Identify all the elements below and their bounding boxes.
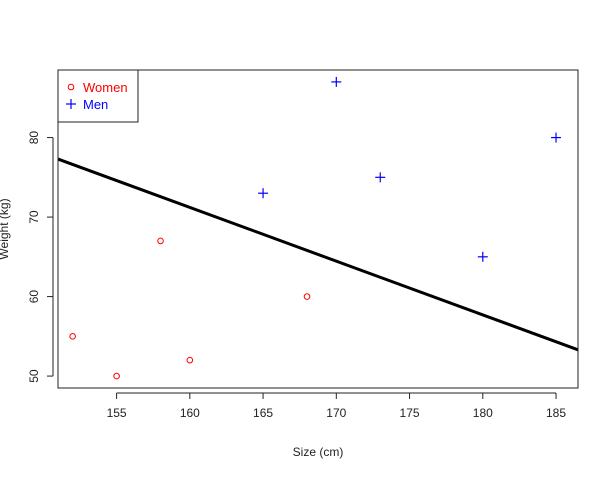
legend: Women Men — [57, 69, 139, 123]
y-tick-label: 50 — [27, 369, 41, 383]
y-tick-label: 60 — [27, 290, 41, 304]
men-point — [375, 172, 386, 183]
legend-label-women: Women — [83, 80, 128, 95]
x-axis: 155 160 165 170 175 180 185 — [107, 392, 566, 420]
men-point — [258, 188, 269, 199]
plot-frame — [57, 69, 579, 389]
women-point — [186, 356, 194, 364]
y-tick-label: 70 — [27, 210, 41, 224]
women-point — [113, 372, 120, 380]
y-axis: 50 60 70 80 — [27, 131, 54, 383]
men-point — [551, 132, 562, 143]
women-point — [157, 237, 164, 245]
x-tick-label: 175 — [400, 406, 420, 420]
legend-women-marker — [67, 83, 75, 91]
data-points — [69, 76, 562, 380]
x-tick-label: 185 — [546, 406, 566, 420]
x-tick-label: 170 — [326, 406, 346, 420]
regression-line — [57, 157, 579, 352]
x-tick-label: 165 — [253, 406, 273, 420]
y-tick-label: 80 — [27, 131, 41, 145]
y-axis-title: Weight (kg) — [0, 198, 11, 259]
legend-box — [57, 69, 139, 123]
men-point — [331, 76, 342, 87]
women-point — [69, 333, 76, 340]
x-axis-title: Size (cm) — [293, 445, 344, 459]
men-point — [477, 251, 488, 262]
x-tick-label: 155 — [107, 406, 127, 420]
women-point — [303, 293, 311, 300]
x-tick-label: 160 — [180, 406, 200, 420]
legend-label-men: Men — [83, 97, 108, 112]
x-tick-label: 180 — [473, 406, 493, 420]
